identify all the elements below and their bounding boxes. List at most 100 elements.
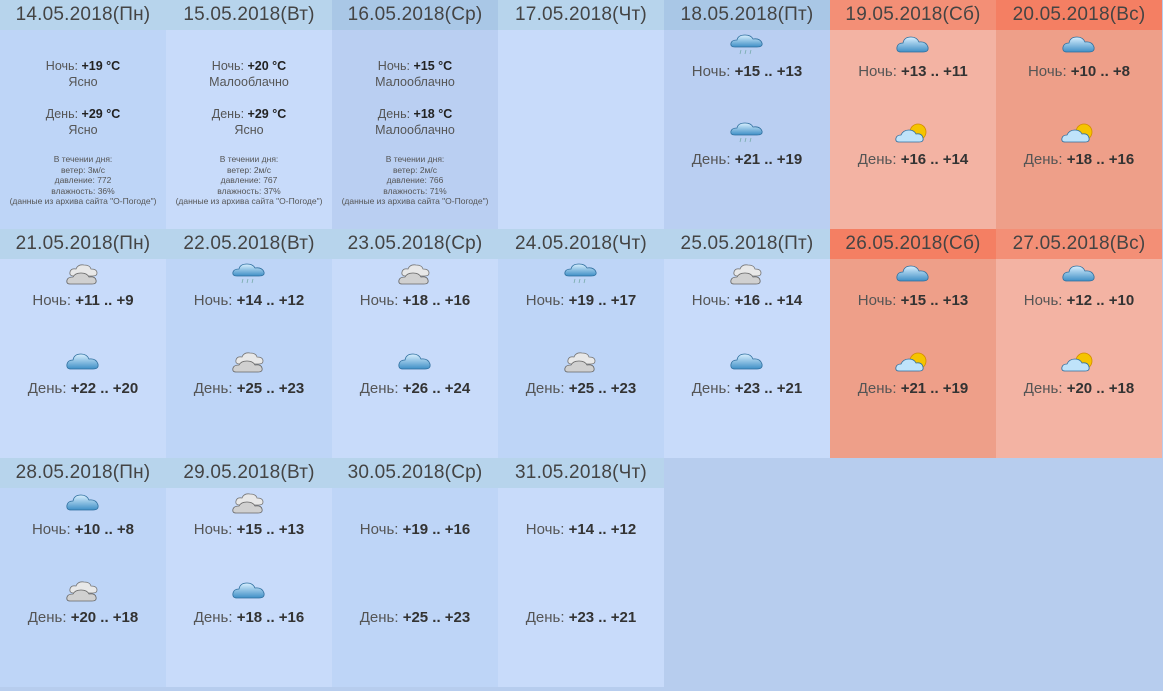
day-temp-line: День: +21 .. +19 bbox=[830, 379, 996, 399]
day-label: День: bbox=[377, 107, 411, 121]
day-temp-line: День: +25 .. +23 bbox=[498, 379, 664, 399]
day-temp: +18 .. +16 bbox=[236, 609, 305, 626]
day-label: День: bbox=[359, 380, 399, 397]
day-date: 16.05.2018(Ср) bbox=[332, 0, 498, 30]
day-temp-line: День: +18 .. +16 bbox=[166, 608, 332, 628]
day-forecast: День: +25 .. +23 bbox=[332, 608, 498, 628]
day-cell-25[interactable]: 25.05.2018(Пт) Ночь: +16 .. +14 День: +23 … bbox=[664, 229, 830, 458]
night-label: Ночь: bbox=[32, 292, 72, 309]
day-forecast: День: +25 .. +23 bbox=[498, 349, 664, 399]
day-cell-26[interactable]: 26.05.2018(Сб) Ночь: +15 .. +13 День: +21 … bbox=[830, 229, 996, 458]
night-label: Ночь: bbox=[691, 63, 731, 80]
day-cell-29[interactable]: 29.05.2018(Вт) Ночь: +15 .. +13 День: +18 … bbox=[166, 458, 332, 687]
day-cell-31[interactable]: 31.05.2018(Чт) Ночь: +14 .. +12 День: +23 … bbox=[498, 458, 664, 687]
day-temp-line: День: +26 .. +24 bbox=[332, 379, 498, 399]
day-temp-line: День: +21 .. +19 bbox=[664, 150, 830, 170]
day-temp-line: День: +23 .. +21 bbox=[664, 379, 830, 399]
day-desc: Ясно bbox=[68, 123, 98, 137]
day-label: День: bbox=[45, 107, 79, 121]
night-temp: +19 °C bbox=[81, 59, 121, 73]
night-label: Ночь: bbox=[691, 292, 731, 309]
day-temp: +18 °C bbox=[413, 107, 453, 121]
overcast-icon bbox=[729, 261, 765, 287]
night-temp: +15 °C bbox=[413, 59, 453, 73]
day-label: День: bbox=[193, 609, 233, 626]
night-label: Ночь: bbox=[45, 59, 78, 73]
night-label: Ночь: bbox=[1027, 63, 1067, 80]
day-forecast: День: +18 .. +16 bbox=[166, 578, 332, 628]
day-label: День: bbox=[27, 609, 67, 626]
night-temp-line: Ночь: +15 .. +13 bbox=[830, 291, 996, 311]
night-temp-line: Ночь: +13 .. +11 bbox=[830, 62, 996, 82]
info-line: В течении дня: bbox=[53, 154, 113, 164]
night-forecast: Ночь: +10 .. +8 bbox=[996, 32, 1162, 82]
cloud-icon bbox=[65, 490, 101, 516]
night-temp-line: Ночь: +10 .. +8 bbox=[0, 520, 166, 540]
night-label: Ночь: bbox=[1023, 292, 1063, 309]
day-label: День: bbox=[691, 151, 731, 168]
day-cell-16[interactable]: 16.05.2018(Ср) Ночь: +15 °C Малооблачно … bbox=[332, 0, 498, 229]
day-date: 23.05.2018(Ср) bbox=[332, 229, 498, 259]
day-date: 22.05.2018(Вт) bbox=[166, 229, 332, 259]
day-temp: +29 °C bbox=[81, 107, 121, 121]
night-forecast: Ночь: +18 .. +16 bbox=[332, 261, 498, 311]
day-date: 18.05.2018(Пт) bbox=[664, 0, 830, 30]
night-forecast: Ночь: +14 .. +12 bbox=[498, 520, 664, 540]
night-forecast: Ночь: +12 .. +10 bbox=[996, 261, 1162, 311]
night-temp: +10 .. +8 bbox=[1070, 63, 1131, 80]
day-cell-18[interactable]: 18.05.2018(Пт) Ночь: +15 .. +13 День: +21 … bbox=[664, 0, 830, 229]
day-line: День: +29 °C bbox=[166, 106, 332, 122]
day-cell-27[interactable]: 27.05.2018(Вс) Ночь: +12 .. +10 День: +20 … bbox=[996, 229, 1162, 458]
day-temp-line: День: +18 .. +16 bbox=[996, 150, 1162, 170]
day-cell-17[interactable]: 17.05.2018(Чт) bbox=[498, 0, 664, 229]
day-temp: +26 .. +24 bbox=[402, 380, 471, 397]
day-cell-24[interactable]: 24.05.2018(Чт) Ночь: +19 .. +17 День: +25 … bbox=[498, 229, 664, 458]
day-temp: +21 .. +19 bbox=[734, 151, 803, 168]
night-temp-line: Ночь: +15 .. +13 bbox=[166, 520, 332, 540]
night-label: Ночь: bbox=[377, 59, 410, 73]
info-pressure: давление: 766 bbox=[386, 175, 444, 185]
day-line: День: +18 °C bbox=[332, 106, 498, 122]
day-cell-30[interactable]: 30.05.2018(Ср) Ночь: +19 .. +16 День: +25 … bbox=[332, 458, 498, 687]
day-cell-23[interactable]: 23.05.2018(Ср) Ночь: +18 .. +16 День: +26 … bbox=[332, 229, 498, 458]
day-cell-14[interactable]: 14.05.2018(Пн) Ночь: +19 °C Ясно День: +… bbox=[0, 0, 166, 229]
day-label: День: bbox=[525, 380, 565, 397]
day-temp: +23 .. +21 bbox=[568, 609, 637, 626]
day-temp: +18 .. +16 bbox=[1066, 151, 1135, 168]
day-cell-22[interactable]: 22.05.2018(Вт) Ночь: +14 .. +12 День: +25 … bbox=[166, 229, 332, 458]
info-wind: ветер: 2м/с bbox=[226, 164, 272, 175]
night-label: Ночь: bbox=[359, 521, 399, 538]
night-line: Ночь: +19 °C bbox=[0, 58, 166, 74]
night-temp-line: Ночь: +19 .. +16 bbox=[332, 520, 498, 540]
day-label: День: bbox=[27, 380, 67, 397]
day-label: День: bbox=[1023, 151, 1063, 168]
day-cell-20[interactable]: 20.05.2018(Вс) Ночь: +10 .. +8 День: +18 .… bbox=[996, 0, 1162, 229]
night-temp: +11 .. +9 bbox=[75, 292, 134, 309]
day-cell-15[interactable]: 15.05.2018(Вт) Ночь: +20 °C Малооблачно … bbox=[166, 0, 332, 229]
day-temp: +23 .. +21 bbox=[734, 380, 803, 397]
day-desc: Малооблачно bbox=[375, 123, 455, 137]
day-date: 17.05.2018(Чт) bbox=[498, 0, 664, 30]
day-label: День: bbox=[1023, 380, 1063, 397]
day-desc: Ясно bbox=[234, 123, 264, 137]
info-line: В течении дня: bbox=[219, 154, 279, 164]
overcast-icon bbox=[231, 490, 267, 516]
day-temp: +25 .. +23 bbox=[236, 380, 305, 397]
day-detail: Ночь: +15 °C Малооблачно День: +18 °C Ма… bbox=[332, 30, 498, 207]
night-temp-line: Ночь: +11 .. +9 bbox=[0, 291, 166, 311]
day-date: 27.05.2018(Вс) bbox=[996, 229, 1162, 259]
day-cell-28[interactable]: 28.05.2018(Пн) Ночь: +10 .. +8 День: +20 .… bbox=[0, 458, 166, 687]
day-forecast: День: +23 .. +21 bbox=[664, 349, 830, 399]
day-info: В течении дня: ветер: 2м/с давление: 766… bbox=[332, 154, 498, 207]
day-cell-21[interactable]: 21.05.2018(Пн) Ночь: +11 .. +9 День: +22 .… bbox=[0, 229, 166, 458]
info-line: В течении дня: bbox=[385, 154, 445, 164]
night-forecast: Ночь: +13 .. +11 bbox=[830, 32, 996, 82]
day-temp-line: День: +25 .. +23 bbox=[332, 608, 498, 628]
day-date: 28.05.2018(Пн) bbox=[0, 458, 166, 488]
day-date: 26.05.2018(Сб) bbox=[830, 229, 996, 259]
day-cell-19[interactable]: 19.05.2018(Сб) Ночь: +13 .. +11 День: +16 … bbox=[830, 0, 996, 229]
day-temp-line: День: +20 .. +18 bbox=[996, 379, 1162, 399]
day-temp: +20 .. +18 bbox=[1066, 380, 1135, 397]
night-label: Ночь: bbox=[858, 63, 897, 80]
day-info: В течении дня: ветер: 2м/с давление: 767… bbox=[166, 154, 332, 207]
